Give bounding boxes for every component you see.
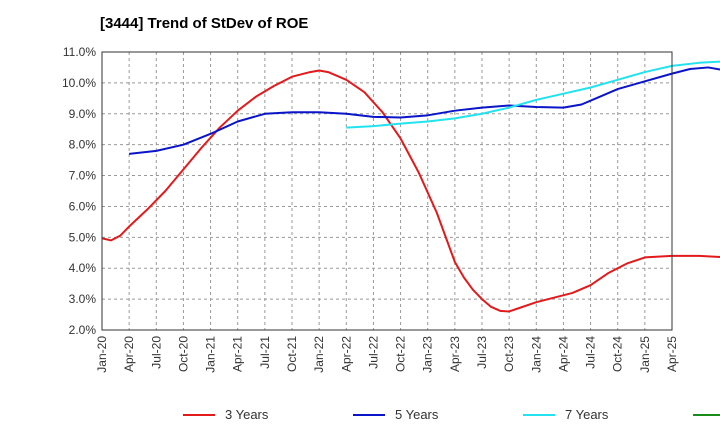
y-tick-label: 3.0% — [69, 292, 97, 306]
x-tick-label: Apr-25 — [665, 336, 679, 372]
x-tick-label: Jul-24 — [584, 336, 598, 369]
x-tick-label: Oct-23 — [502, 336, 516, 372]
y-tick-label: 2.0% — [69, 323, 97, 337]
x-axis-ticks: Jan-20 Apr-20 Jul-20 Oct-20 Jan-21 Apr-21 Jul-… — [95, 336, 679, 373]
x-tick-label: Oct-22 — [394, 336, 408, 372]
x-tick-label: Jul-20 — [149, 336, 163, 369]
plot-border — [101, 51, 673, 331]
legend-label: 7 Years — [565, 407, 609, 422]
x-tick-label: Jan-22 — [312, 336, 326, 373]
plot-area — [102, 52, 672, 330]
x-tick-label: Oct-20 — [176, 336, 190, 372]
x-tick-label: Oct-21 — [285, 336, 299, 372]
y-tick-label: 9.0% — [69, 107, 97, 121]
x-tick-label: Oct-24 — [611, 336, 625, 372]
y-tick-label: 5.0% — [69, 230, 97, 244]
x-tick-label: Jul-21 — [258, 336, 272, 369]
series-lines — [101, 60, 720, 313]
x-tick-label: Apr-22 — [339, 336, 353, 372]
x-tick-label: Apr-20 — [122, 336, 136, 372]
y-tick-label: 11.0% — [63, 45, 96, 59]
x-tick-label: Apr-23 — [448, 336, 462, 372]
x-tick-label: Jul-23 — [475, 336, 489, 369]
x-tick-label: Jul-22 — [366, 336, 380, 369]
x-tick-label: Jan-21 — [204, 336, 218, 373]
y-tick-label: 8.0% — [69, 138, 97, 152]
plot-frame — [101, 51, 673, 331]
y-tick-label: 4.0% — [69, 261, 97, 275]
y-tick-label: 10.0% — [62, 76, 96, 90]
y-tick-label: 7.0% — [69, 169, 97, 183]
chart-title: [3444] Trend of StDev of ROE — [100, 15, 308, 32]
plot-background — [102, 52, 672, 330]
x-tick-label: Apr-24 — [556, 336, 570, 372]
legend-label: 5 Years — [395, 407, 439, 422]
legend-label: 3 Years — [225, 407, 269, 422]
y-axis-ticks: 2.0% 3.0% 4.0% 5.0% 6.0% 7.0% 8.0% 9.0% 10.0% 11.… — [62, 45, 96, 337]
x-tick-label: Apr-21 — [231, 336, 245, 372]
x-tick-label: Jan-25 — [638, 336, 652, 373]
y-tick-label: 6.0% — [69, 199, 97, 213]
series-line-5-years — [129, 66, 720, 155]
series-line-7-years — [346, 60, 720, 129]
x-tick-label: Jan-24 — [529, 336, 543, 373]
series-line-3-years — [101, 69, 720, 313]
x-tick-label: Jan-23 — [421, 336, 435, 373]
x-tick-label: Jan-20 — [95, 336, 109, 373]
